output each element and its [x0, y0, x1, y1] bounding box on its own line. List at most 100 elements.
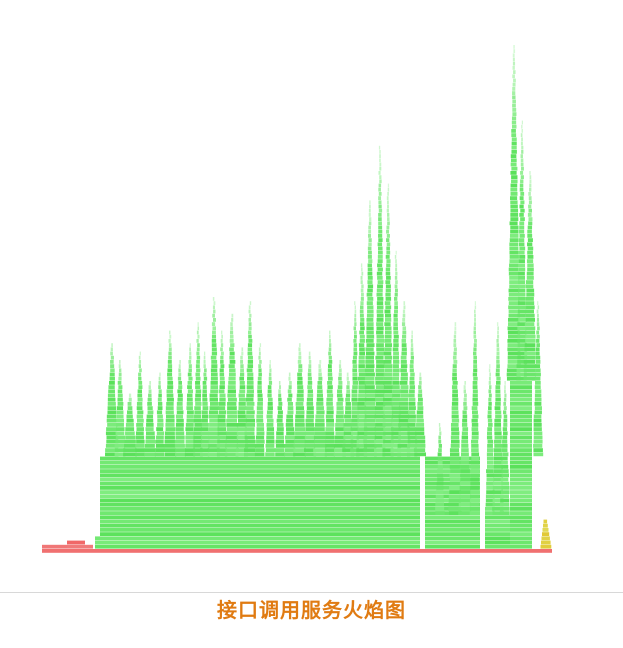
flame-frame[interactable]: [351, 389, 358, 394]
flame-frame[interactable]: [510, 389, 532, 394]
flame-frame[interactable]: [407, 418, 416, 423]
flame-frame[interactable]: [384, 364, 393, 368]
flame-frame[interactable]: [398, 423, 409, 427]
flame-frame[interactable]: [266, 414, 273, 419]
flame-frame[interactable]: [488, 406, 492, 410]
flame-frame[interactable]: [408, 406, 416, 410]
flame-frame[interactable]: [401, 343, 407, 347]
flame-frame[interactable]: [353, 347, 358, 352]
flame-frame[interactable]: [157, 418, 164, 423]
flame-frame[interactable]: [236, 423, 247, 427]
flame-frame[interactable]: [116, 410, 124, 415]
flame-frame[interactable]: [155, 448, 165, 452]
flame-frame[interactable]: [461, 423, 468, 427]
flame-frame[interactable]: [329, 330, 331, 335]
flame-frame[interactable]: [449, 490, 461, 494]
flame-frame[interactable]: [377, 246, 383, 251]
flame-frame[interactable]: [517, 326, 526, 331]
flame-frame[interactable]: [464, 393, 467, 398]
flame-frame[interactable]: [461, 435, 469, 440]
flame-frame[interactable]: [267, 418, 274, 423]
flame-frame[interactable]: [168, 339, 171, 343]
flame-frame[interactable]: [458, 507, 471, 511]
flame-frame[interactable]: [523, 376, 536, 381]
flame-frame[interactable]: [137, 389, 143, 394]
flame-frame[interactable]: [195, 381, 201, 385]
flame-frame[interactable]: [487, 414, 492, 419]
flame-frame[interactable]: [366, 301, 373, 305]
flame-frame[interactable]: [361, 292, 364, 297]
flame-frame[interactable]: [265, 444, 275, 448]
flame-frame[interactable]: [460, 473, 471, 478]
flame-frame[interactable]: [391, 406, 400, 410]
flame-frame[interactable]: [470, 494, 480, 499]
flame-frame[interactable]: [488, 397, 492, 402]
flame-frame[interactable]: [138, 385, 143, 389]
flame-frame[interactable]: [169, 334, 172, 339]
flame-frame[interactable]: [195, 402, 202, 406]
flame-frame[interactable]: [367, 246, 372, 251]
flame-frame[interactable]: [391, 410, 401, 415]
flame-frame[interactable]: [168, 351, 172, 356]
flame-frame[interactable]: [383, 393, 393, 398]
flame-frame[interactable]: [512, 87, 516, 91]
flame-frame[interactable]: [210, 381, 218, 385]
flame-frame[interactable]: [193, 452, 203, 457]
flame-frame[interactable]: [409, 364, 414, 368]
flame-frame[interactable]: [346, 372, 349, 377]
flame-frame[interactable]: [366, 292, 373, 297]
flame-frame[interactable]: [499, 507, 510, 511]
flame-frame[interactable]: [165, 423, 175, 427]
flame-frame[interactable]: [337, 397, 344, 402]
flame-frame[interactable]: [401, 347, 407, 352]
flame-frame[interactable]: [157, 397, 162, 402]
flame-frame[interactable]: [219, 393, 226, 398]
flame-frame[interactable]: [494, 431, 502, 436]
flame-frame[interactable]: [533, 423, 542, 427]
flame-frame[interactable]: [286, 427, 295, 431]
flame-frame[interactable]: [542, 532, 550, 536]
flame-frame[interactable]: [335, 427, 345, 431]
flame-frame[interactable]: [194, 423, 203, 427]
flame-frame[interactable]: [517, 360, 528, 364]
flame-frame[interactable]: [510, 444, 532, 448]
flame-frame[interactable]: [213, 301, 216, 305]
flame-frame[interactable]: [512, 82, 516, 87]
flame-frame[interactable]: [202, 389, 207, 394]
flame-frame[interactable]: [209, 406, 219, 410]
flame-frame[interactable]: [525, 301, 535, 305]
flame-frame[interactable]: [536, 330, 540, 335]
flame-frame[interactable]: [437, 469, 443, 473]
flame-frame[interactable]: [509, 246, 519, 251]
flame-frame[interactable]: [296, 397, 304, 402]
flame-frame[interactable]: [288, 372, 291, 377]
flame-frame[interactable]: [535, 368, 541, 373]
flame-frame[interactable]: [220, 343, 224, 347]
flame-frame[interactable]: [377, 276, 383, 280]
flame-frame[interactable]: [383, 410, 394, 415]
flame-frame[interactable]: [510, 515, 532, 520]
flame-frame[interactable]: [295, 410, 305, 415]
flame-frame[interactable]: [363, 448, 377, 452]
flame-frame[interactable]: [501, 473, 510, 478]
flame-frame[interactable]: [186, 397, 193, 402]
flame-frame[interactable]: [137, 410, 144, 415]
flame-frame[interactable]: [384, 301, 391, 305]
flame-frame[interactable]: [449, 481, 461, 486]
flame-frame[interactable]: [195, 376, 201, 381]
flame-frame[interactable]: [534, 397, 542, 402]
flame-frame[interactable]: [308, 364, 312, 368]
flame-frame[interactable]: [178, 385, 183, 389]
flame-frame[interactable]: [438, 444, 442, 448]
flame-frame[interactable]: [286, 431, 295, 436]
flame-frame[interactable]: [125, 423, 134, 427]
flame-frame[interactable]: [212, 330, 216, 335]
flame-frame[interactable]: [356, 448, 368, 452]
flame-frame[interactable]: [136, 439, 145, 444]
flame-frame[interactable]: [359, 322, 365, 326]
flame-frame[interactable]: [346, 376, 349, 381]
flame-frame[interactable]: [285, 423, 294, 427]
flame-frame[interactable]: [193, 431, 202, 436]
flame-frame[interactable]: [510, 158, 517, 163]
flame-frame[interactable]: [402, 330, 407, 335]
